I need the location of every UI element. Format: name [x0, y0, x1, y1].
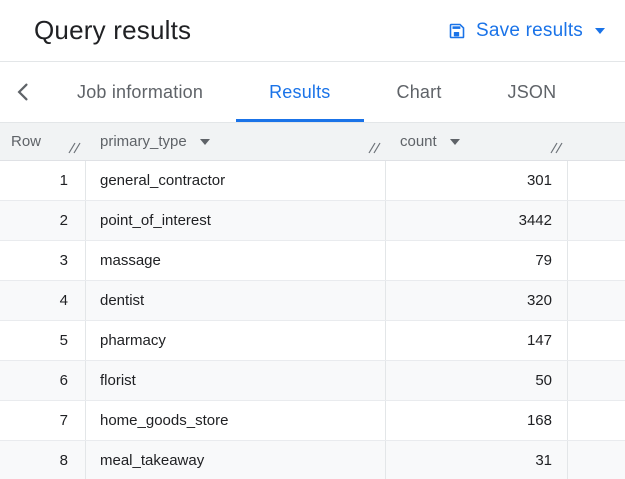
count-cell: 320 — [386, 281, 568, 320]
table-row: 8 meal_takeaway 31 — [0, 441, 625, 479]
column-label: count — [400, 133, 437, 150]
primary-type-cell: florist — [86, 361, 386, 400]
row-number-cell: 1 — [0, 161, 86, 200]
column-header-filler — [568, 123, 625, 160]
filler-cell — [568, 281, 625, 320]
filler-cell — [568, 201, 625, 240]
column-menu-caret-icon[interactable] — [199, 138, 210, 145]
column-label: primary_type — [100, 133, 187, 150]
chevron-left-icon[interactable] — [0, 62, 44, 122]
tab-json[interactable]: JSON — [475, 62, 590, 122]
table-row: 3 massage 79 — [0, 241, 625, 281]
table-row: 2 point_of_interest 3442 — [0, 201, 625, 241]
column-resize-handle-icon[interactable] — [550, 141, 563, 158]
tab-label: Results — [269, 81, 331, 102]
filler-cell — [568, 361, 625, 400]
row-number-cell: 7 — [0, 401, 86, 440]
filler-cell — [568, 241, 625, 280]
count-cell: 301 — [386, 161, 568, 200]
column-header-count: count — [386, 123, 568, 160]
column-menu-caret-icon[interactable] — [449, 138, 460, 145]
column-resize-handle-icon[interactable] — [68, 141, 81, 158]
primary-type-cell: meal_takeaway — [86, 441, 386, 479]
count-cell: 3442 — [386, 201, 568, 240]
filler-cell — [568, 441, 625, 479]
tab-label: Job information — [77, 81, 204, 102]
tab-label: Chart — [396, 81, 442, 102]
row-number-cell: 2 — [0, 201, 86, 240]
filler-cell — [568, 401, 625, 440]
save-results-button[interactable]: Save results — [445, 16, 607, 46]
table-header-row: Row primary_type count — [0, 123, 625, 161]
tab-results[interactable]: Results — [236, 62, 364, 122]
count-cell: 79 — [386, 241, 568, 280]
row-number-cell: 6 — [0, 361, 86, 400]
count-cell: 147 — [386, 321, 568, 360]
column-label: Row — [11, 133, 42, 150]
tab-job-information[interactable]: Job information — [44, 62, 236, 122]
count-cell: 168 — [386, 401, 568, 440]
primary-type-cell: home_goods_store — [86, 401, 386, 440]
tab-bar: Job information Results Chart JSON — [0, 62, 625, 123]
primary-type-cell: dentist — [86, 281, 386, 320]
caret-down-icon — [595, 27, 605, 34]
save-results-label: Save results — [476, 19, 583, 41]
table-row: 4 dentist 320 — [0, 281, 625, 321]
save-icon — [447, 21, 467, 41]
table-row: 7 home_goods_store 168 — [0, 401, 625, 441]
table-row: 6 florist 50 — [0, 361, 625, 401]
table-row: 1 general_contractor 301 — [0, 161, 625, 201]
tab-chart[interactable]: Chart — [364, 62, 475, 122]
row-number-cell: 3 — [0, 241, 86, 280]
column-resize-handle-icon[interactable] — [368, 141, 381, 158]
page-title: Query results — [34, 15, 192, 45]
filler-cell — [568, 161, 625, 200]
titlebar: Query results Save results — [0, 0, 625, 62]
results-table: Row primary_type count — [0, 123, 625, 479]
count-cell: 31 — [386, 441, 568, 479]
column-header-row: Row — [0, 123, 86, 160]
primary-type-cell: massage — [86, 241, 386, 280]
primary-type-cell: pharmacy — [86, 321, 386, 360]
primary-type-cell: general_contractor — [86, 161, 386, 200]
column-header-primary-type: primary_type — [86, 123, 386, 160]
primary-type-cell: point_of_interest — [86, 201, 386, 240]
filler-cell — [568, 321, 625, 360]
row-number-cell: 5 — [0, 321, 86, 360]
row-number-cell: 4 — [0, 281, 86, 320]
row-number-cell: 8 — [0, 441, 86, 479]
tab-label: JSON — [507, 81, 557, 102]
count-cell: 50 — [386, 361, 568, 400]
table-row: 5 pharmacy 147 — [0, 321, 625, 361]
